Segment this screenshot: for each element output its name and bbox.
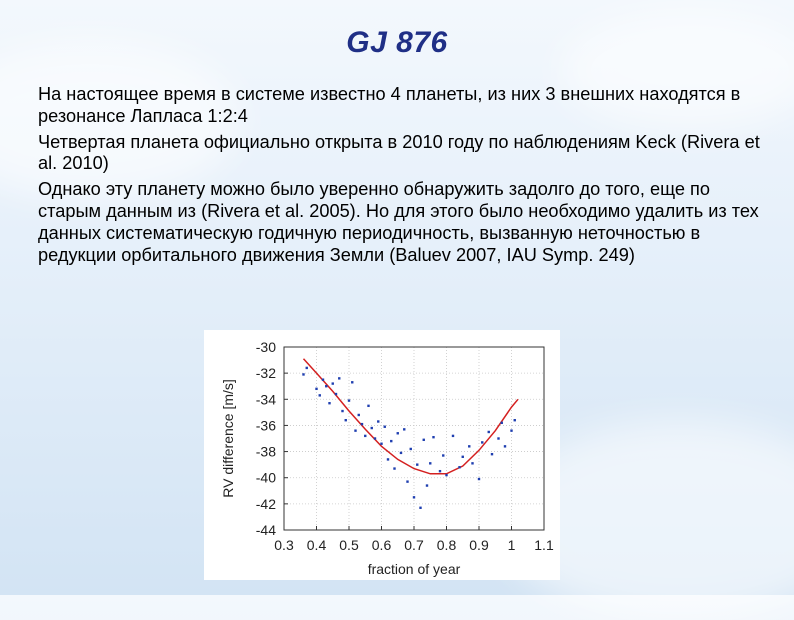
x-tick-label: 1.1 — [534, 537, 554, 553]
data-point — [373, 437, 377, 440]
data-point — [325, 385, 328, 388]
data-point — [419, 506, 422, 509]
x-tick-label: 0.6 — [372, 537, 392, 553]
data-point — [399, 451, 403, 455]
data-point — [364, 434, 367, 438]
data-point — [321, 378, 325, 381]
data-point — [396, 432, 399, 435]
data-point — [510, 429, 513, 432]
data-point — [422, 438, 425, 442]
x-tick-labels: 0.3 0.4 0.5 0.6 0.7 0.8 0.9 1 1.1 — [274, 526, 554, 553]
data-point — [513, 419, 516, 422]
data-point — [500, 421, 503, 425]
data-point — [442, 454, 445, 457]
y-tick-label: -34 — [256, 391, 276, 407]
data-point — [377, 420, 380, 423]
x-axis-label: fraction of year — [368, 561, 461, 577]
data-point — [477, 477, 481, 481]
data-point — [318, 394, 321, 397]
y-tick-label: -42 — [256, 496, 276, 512]
rv-chart-svg: 0.3 0.4 0.5 0.6 0.7 0.8 0.9 1 1.1 -30-32-34-36-3… — [220, 339, 554, 577]
data-point — [429, 462, 432, 465]
x-tick-label: 0.5 — [339, 537, 359, 553]
data-point — [383, 425, 386, 428]
y-tick-label: -32 — [256, 365, 276, 381]
fit-curve — [302, 358, 519, 475]
data-point — [406, 480, 409, 483]
data-point — [468, 445, 471, 448]
data-point — [490, 452, 494, 456]
data-point — [438, 469, 442, 473]
data-point — [458, 466, 461, 469]
rv-chart: 0.3 0.4 0.5 0.6 0.7 0.8 0.9 1 1.1 -30 -32 -34 -36 -3… — [204, 330, 560, 580]
paragraph-old-data: Однако эту планету можно было уверенно о… — [38, 179, 759, 265]
data-point — [481, 441, 484, 444]
y-axis-label: RV difference [m/s] — [220, 379, 236, 498]
data-point — [386, 458, 390, 461]
x-tick-label: 0.7 — [404, 537, 424, 553]
y-tick-label: -44 — [256, 522, 276, 538]
data-point — [367, 404, 370, 408]
data-point — [328, 402, 331, 405]
data-point — [403, 428, 406, 431]
data-point — [503, 445, 507, 448]
y-tick-label: -40 — [256, 470, 276, 486]
data-point — [471, 462, 474, 465]
data-point — [390, 439, 393, 443]
data-point — [416, 463, 419, 466]
data-point — [360, 422, 364, 426]
data-point — [393, 467, 396, 470]
data-point — [380, 442, 383, 445]
paragraph-planets: На настоящее время в системе известно 4 … — [38, 84, 741, 126]
data-point — [445, 473, 448, 477]
data-point — [425, 484, 429, 487]
data-point — [461, 455, 464, 458]
slide-title: GJ 876 — [346, 26, 448, 59]
y-tick-label: -38 — [256, 444, 276, 460]
x-tick-label: 0.9 — [469, 537, 489, 553]
data-point — [315, 387, 318, 391]
data-point — [354, 429, 357, 432]
data-point — [357, 413, 360, 417]
data-point — [302, 373, 305, 376]
x-tick-label: 0.8 — [437, 537, 457, 553]
data-point — [412, 496, 416, 499]
data-point — [409, 447, 412, 451]
data-point — [344, 419, 347, 422]
x-tick-label: 0.4 — [307, 537, 327, 553]
data-point — [334, 392, 338, 396]
paragraph-discovery: Четвертая планета официально открыта в 2… — [38, 131, 760, 174]
data-point — [487, 430, 490, 434]
chart-grid — [283, 346, 545, 531]
data-point — [341, 409, 344, 413]
y-tick-labels: -30 -32 -34 -36 -38 -40 -42 -44 — [256, 339, 288, 538]
data-point — [370, 426, 373, 430]
slide-body: На настоящее время в системе известно 4 … — [38, 84, 768, 270]
data-points — [302, 366, 516, 509]
data-point — [497, 437, 500, 440]
data-point — [338, 377, 341, 380]
data-point — [347, 399, 351, 402]
y-tick-label: -30 — [256, 339, 276, 355]
x-tick-label: 1 — [508, 537, 516, 553]
data-point — [331, 382, 334, 385]
data-point — [432, 435, 435, 439]
data-point — [305, 366, 308, 370]
data-point — [451, 434, 455, 438]
x-tick-label: 0.3 — [274, 537, 294, 553]
y-tick-label: -36 — [256, 417, 276, 433]
data-point — [351, 381, 354, 384]
